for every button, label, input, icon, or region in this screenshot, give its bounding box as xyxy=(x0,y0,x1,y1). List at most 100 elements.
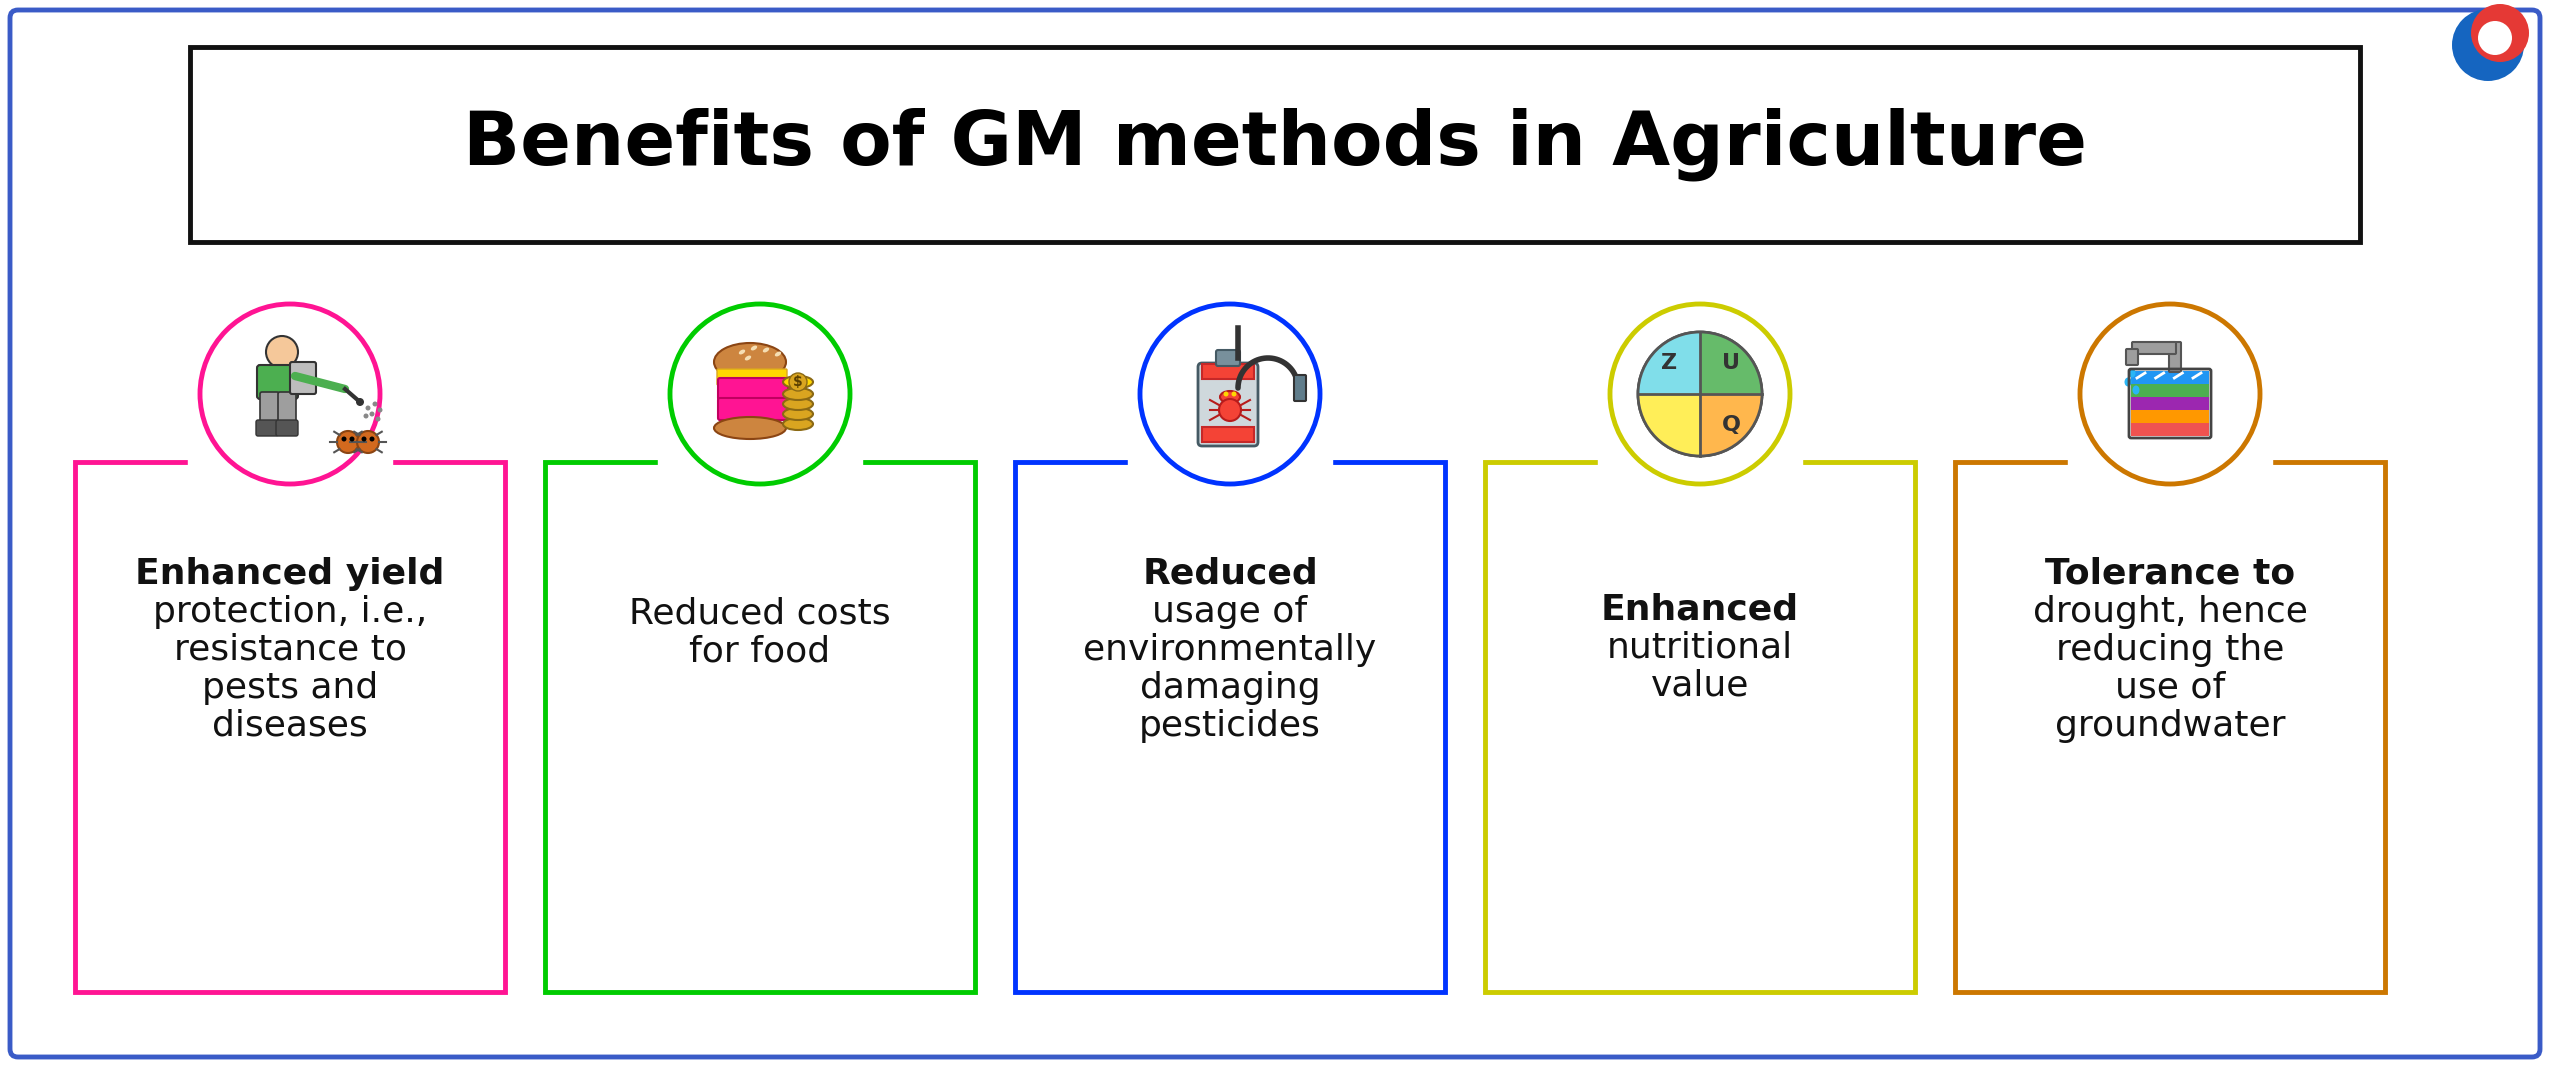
Circle shape xyxy=(349,436,354,442)
Polygon shape xyxy=(260,368,296,396)
Ellipse shape xyxy=(783,398,813,410)
Polygon shape xyxy=(1701,332,1762,394)
Circle shape xyxy=(365,405,370,411)
Ellipse shape xyxy=(714,417,785,439)
Ellipse shape xyxy=(2132,385,2139,395)
Ellipse shape xyxy=(1219,399,1242,421)
FancyBboxPatch shape xyxy=(2170,343,2180,372)
FancyBboxPatch shape xyxy=(2132,384,2208,397)
FancyBboxPatch shape xyxy=(2127,349,2137,365)
Text: for food: for food xyxy=(688,635,831,669)
Ellipse shape xyxy=(745,355,752,361)
Polygon shape xyxy=(658,458,862,466)
Text: drought, hence: drought, hence xyxy=(2032,595,2308,630)
Text: protection, i.e.,: protection, i.e., xyxy=(153,595,426,630)
Polygon shape xyxy=(1701,394,1762,456)
FancyBboxPatch shape xyxy=(1201,364,1255,379)
Text: value: value xyxy=(1650,668,1749,702)
Circle shape xyxy=(377,408,382,413)
Polygon shape xyxy=(1637,394,1701,456)
Ellipse shape xyxy=(2124,378,2132,386)
FancyBboxPatch shape xyxy=(74,462,505,992)
Ellipse shape xyxy=(762,348,770,352)
Ellipse shape xyxy=(750,346,757,350)
Text: Reduced costs: Reduced costs xyxy=(630,598,890,631)
Text: pests and: pests and xyxy=(201,671,377,705)
Circle shape xyxy=(365,414,370,418)
Circle shape xyxy=(342,436,347,442)
Circle shape xyxy=(357,398,365,407)
Circle shape xyxy=(2453,9,2524,81)
Text: groundwater: groundwater xyxy=(2055,708,2285,743)
FancyBboxPatch shape xyxy=(1293,375,1306,401)
Circle shape xyxy=(2479,21,2512,55)
Ellipse shape xyxy=(783,376,813,388)
Ellipse shape xyxy=(1219,391,1239,403)
Text: Enhanced yield: Enhanced yield xyxy=(135,557,444,591)
Circle shape xyxy=(362,436,367,442)
Text: $: $ xyxy=(793,375,803,389)
Polygon shape xyxy=(1599,458,1803,466)
Circle shape xyxy=(370,412,375,416)
Text: nutritional: nutritional xyxy=(1606,630,1793,664)
FancyBboxPatch shape xyxy=(1201,427,1255,442)
FancyBboxPatch shape xyxy=(275,420,298,436)
FancyBboxPatch shape xyxy=(717,369,788,385)
Circle shape xyxy=(265,336,298,368)
Text: reducing the: reducing the xyxy=(2055,633,2285,667)
Polygon shape xyxy=(1127,458,1331,466)
Ellipse shape xyxy=(1609,304,1790,484)
Ellipse shape xyxy=(775,351,780,356)
FancyBboxPatch shape xyxy=(546,462,974,992)
Ellipse shape xyxy=(783,418,813,430)
Circle shape xyxy=(1224,392,1229,397)
Text: Enhanced: Enhanced xyxy=(1601,592,1800,626)
FancyBboxPatch shape xyxy=(258,365,298,399)
Ellipse shape xyxy=(714,343,785,381)
Circle shape xyxy=(1232,392,1237,397)
Circle shape xyxy=(357,431,380,453)
FancyBboxPatch shape xyxy=(2132,343,2175,354)
Ellipse shape xyxy=(2129,368,2134,378)
Text: environmentally: environmentally xyxy=(1084,633,1377,667)
Text: diseases: diseases xyxy=(212,708,367,743)
FancyBboxPatch shape xyxy=(1015,462,1446,992)
Circle shape xyxy=(788,373,806,391)
FancyBboxPatch shape xyxy=(1198,363,1257,446)
Circle shape xyxy=(2471,4,2530,62)
Text: Reduced: Reduced xyxy=(1142,557,1318,591)
FancyBboxPatch shape xyxy=(255,420,278,436)
FancyBboxPatch shape xyxy=(278,392,296,426)
FancyBboxPatch shape xyxy=(2132,410,2208,423)
Text: Z: Z xyxy=(1660,353,1678,373)
Polygon shape xyxy=(189,458,393,466)
FancyBboxPatch shape xyxy=(191,47,2359,242)
Text: resistance to: resistance to xyxy=(173,633,405,667)
Text: damaging: damaging xyxy=(1140,671,1321,705)
FancyBboxPatch shape xyxy=(719,398,788,420)
FancyBboxPatch shape xyxy=(2132,371,2208,384)
Text: pesticides: pesticides xyxy=(1140,708,1321,743)
Circle shape xyxy=(1637,332,1762,456)
Ellipse shape xyxy=(783,408,813,420)
Ellipse shape xyxy=(671,304,849,484)
Ellipse shape xyxy=(1140,304,1321,484)
Circle shape xyxy=(375,416,380,421)
FancyBboxPatch shape xyxy=(2132,423,2208,436)
FancyBboxPatch shape xyxy=(1216,350,1239,366)
Ellipse shape xyxy=(2081,304,2259,484)
Polygon shape xyxy=(1637,332,1701,394)
Text: use of: use of xyxy=(2114,671,2226,705)
Circle shape xyxy=(337,431,360,453)
Circle shape xyxy=(372,401,377,407)
Text: usage of: usage of xyxy=(1153,595,1308,630)
Ellipse shape xyxy=(783,388,813,400)
FancyBboxPatch shape xyxy=(1956,462,2384,992)
FancyBboxPatch shape xyxy=(10,10,2540,1057)
FancyBboxPatch shape xyxy=(291,362,316,394)
Text: Benefits of GM methods in Agriculture: Benefits of GM methods in Agriculture xyxy=(464,108,2086,180)
Circle shape xyxy=(370,436,375,442)
FancyBboxPatch shape xyxy=(2132,397,2208,410)
Text: Q: Q xyxy=(1721,415,1742,435)
Ellipse shape xyxy=(199,304,380,484)
